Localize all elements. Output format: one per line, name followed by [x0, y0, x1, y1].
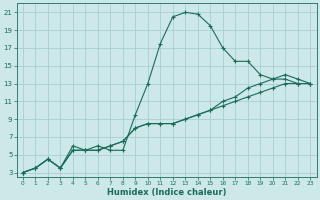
- X-axis label: Humidex (Indice chaleur): Humidex (Indice chaleur): [107, 188, 226, 197]
